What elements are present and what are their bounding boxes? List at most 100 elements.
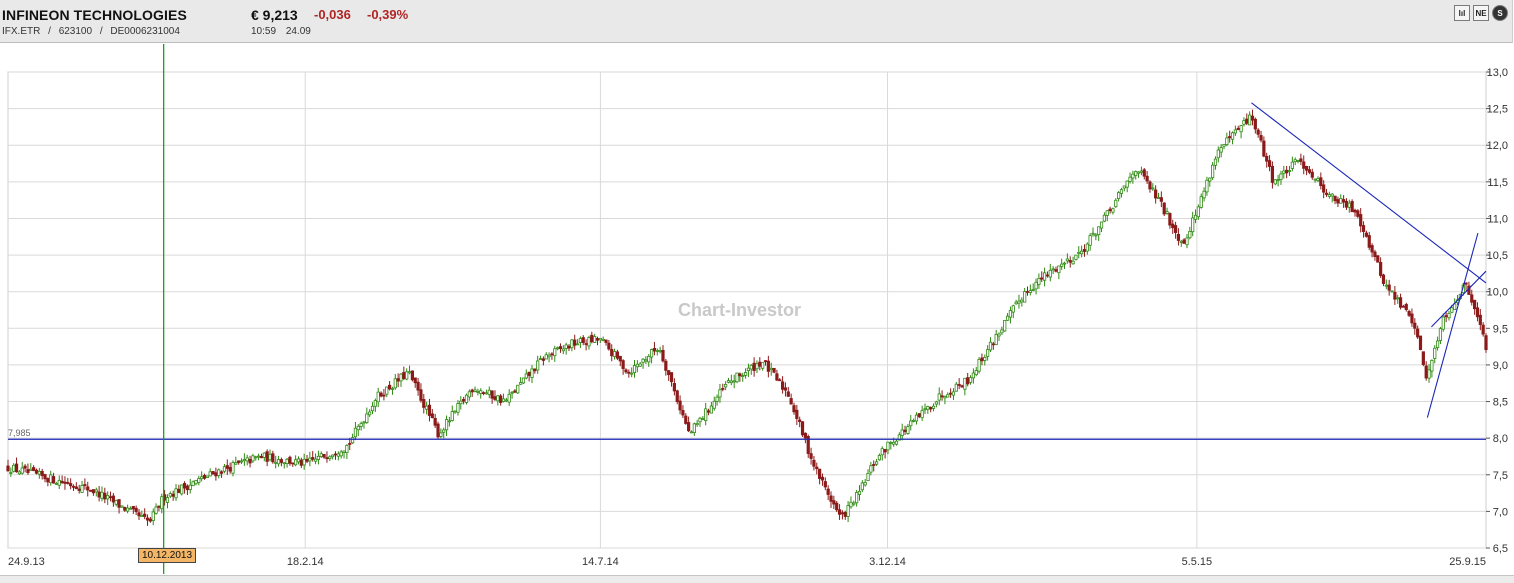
news-icon[interactable]: NE: [1473, 5, 1489, 21]
candle-body: [863, 482, 867, 486]
y-tick-label: 8,5: [1493, 397, 1508, 409]
candle-body: [823, 481, 827, 488]
candle-body: [903, 429, 907, 432]
candle-body: [1159, 197, 1163, 202]
candle-body: [655, 350, 659, 352]
price-chart[interactable]: 6,5 7,0 7,5 8,0 8,5 9,0 9,5 10,0 10,5 11,0 11,5 12,…: [0, 44, 1514, 574]
candle-body: [1287, 170, 1292, 172]
candle-body: [436, 423, 440, 438]
candle-body: [792, 405, 796, 413]
candle-body: [892, 441, 896, 445]
candle-body: [593, 336, 597, 343]
candle-body: [561, 348, 565, 352]
candle-body: [1077, 251, 1081, 254]
candle-body: [869, 465, 873, 473]
candle-body: [1398, 297, 1403, 308]
candle-body: [339, 451, 343, 457]
candle-body: [573, 339, 577, 346]
candle-body: [1245, 118, 1249, 124]
candle-body: [117, 499, 121, 508]
candle-body: [1065, 258, 1069, 262]
y-tick-label: 8,0: [1493, 433, 1508, 445]
candle-body: [837, 509, 842, 515]
candle-body: [1364, 232, 1368, 237]
candle-body: [1105, 210, 1109, 216]
candle-body: [1248, 114, 1252, 126]
candle-body: [638, 363, 642, 367]
candle-body: [909, 420, 913, 427]
candle-body: [820, 476, 825, 481]
candle-body: [1313, 178, 1317, 181]
candle-body: [860, 482, 864, 491]
candle-body: [242, 459, 246, 462]
candle-body: [1102, 214, 1106, 222]
candle-body: [1117, 192, 1121, 199]
candle-body: [282, 462, 286, 465]
candle-body: [1347, 202, 1351, 208]
candle-body: [504, 399, 508, 402]
candle-body: [328, 456, 332, 460]
candle-body: [1085, 243, 1089, 252]
candle-body: [1239, 125, 1243, 133]
y-tick-label: 9,5: [1493, 323, 1508, 335]
candle-body: [342, 450, 346, 453]
candle-body: [26, 469, 30, 474]
candle-body: [1296, 160, 1300, 162]
price-change: -0,036: [314, 7, 351, 22]
candle-body: [1435, 340, 1440, 348]
candle-body: [316, 455, 321, 460]
candle-body: [809, 453, 813, 459]
candle-body: [516, 384, 520, 394]
candle-body: [388, 384, 392, 390]
candle-body: [66, 482, 70, 484]
candle-body: [29, 468, 33, 472]
candle-body: [1182, 239, 1186, 244]
candle-body: [103, 492, 107, 500]
candle-body: [239, 460, 244, 463]
candle-body: [672, 383, 676, 392]
candle-body: [661, 349, 665, 362]
info-icon[interactable]: S: [1492, 5, 1508, 21]
candle-body: [160, 496, 164, 510]
candle-body: [1171, 223, 1175, 229]
candle-body: [581, 337, 585, 343]
candle-body: [248, 459, 252, 464]
candle-body: [1042, 272, 1047, 281]
bottom-scrollbar[interactable]: [0, 575, 1514, 583]
candle-body: [83, 484, 87, 486]
candle-body: [1191, 217, 1195, 233]
candle-body: [524, 373, 528, 379]
candle-body: [849, 501, 853, 508]
trendline: [1431, 270, 1487, 328]
candle-body: [245, 457, 249, 462]
candle-body: [840, 512, 845, 515]
candle-body: [254, 456, 258, 459]
candle-body: [795, 409, 799, 419]
candle-body: [1173, 225, 1178, 233]
wkn: 623100: [58, 26, 93, 37]
candle-body: [1091, 232, 1095, 235]
candle-body: [114, 500, 118, 505]
candle-body: [1148, 181, 1152, 190]
candle-body: [1193, 214, 1198, 220]
candle-body: [1154, 189, 1158, 199]
candle-body: [1253, 118, 1257, 130]
candle-body: [1393, 292, 1397, 300]
chart-type-icon[interactable]: lıl: [1454, 5, 1470, 21]
y-tick-label: 9,0: [1493, 360, 1508, 372]
candle-body: [826, 488, 830, 495]
candle-body: [313, 458, 318, 462]
candle-body: [1478, 314, 1482, 325]
candle-body: [800, 421, 805, 436]
candle-body: [1276, 179, 1280, 181]
candle-body: [1299, 158, 1303, 162]
candle-body: [798, 419, 802, 423]
y-tick-label: 10,0: [1487, 287, 1508, 299]
candle-body: [564, 344, 568, 349]
candle-body: [9, 472, 13, 474]
candle-body: [6, 465, 10, 472]
candle-body: [94, 489, 98, 493]
candle-body: [527, 371, 531, 376]
candle-body: [538, 358, 543, 361]
header-toolbar: lıl NE S: [1454, 5, 1508, 21]
